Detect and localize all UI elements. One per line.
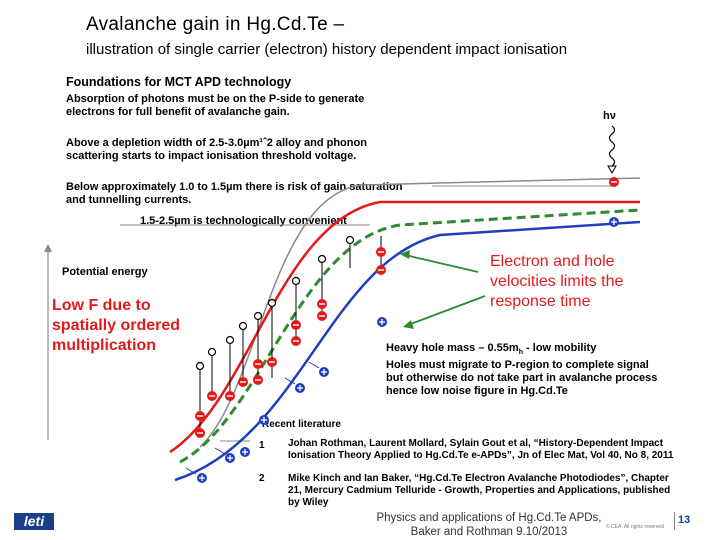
cascade-lines — [199, 236, 382, 430]
velocity-arrow-upper — [404, 254, 479, 273]
low-f-note: Low F due to spatially ordered multiplic… — [52, 297, 181, 354]
upper-band-edge — [199, 177, 641, 448]
heavy-hole-note: Heavy hole mass – 0.55mh - low mobility … — [386, 342, 658, 398]
energy-axis-arrowhead — [44, 244, 52, 252]
convenient-label: 1.5-2.5µm is technologically convenient — [140, 215, 347, 227]
copyright-note: © CEA. All rights reserved — [606, 524, 664, 530]
reference-2: Mike Kinch and Ian Baker, “Hg.Cd.Te Elec… — [288, 473, 671, 508]
red-electrons — [195, 177, 619, 438]
fermi-level — [179, 208, 641, 464]
footer-citation: Physics and applications of Hg.Cd.Te APD… — [376, 512, 602, 538]
recent-literature-heading: Recent literature — [262, 419, 341, 430]
plus-signs — [199, 219, 617, 481]
electron-markers — [195, 235, 355, 371]
ref-number: 2 — [259, 473, 265, 484]
minus-signs — [197, 181, 617, 434]
paragraph-saturation: Below approximately 1.0 to 1.5µm there i… — [66, 181, 403, 206]
velocity-arrow-lower — [407, 295, 486, 326]
photon-arrowhead — [607, 165, 617, 175]
velocity-arrowhead-lower — [403, 320, 414, 329]
photon-wave — [608, 125, 616, 167]
footer-divider — [674, 512, 675, 530]
electron-hole-note: Electron and hole velocities limits the … — [490, 253, 624, 310]
hv-label: hν — [603, 110, 616, 122]
potential-energy-label: Potential energy — [62, 266, 148, 278]
velocity-arrowhead-upper — [400, 250, 410, 259]
page-number: 13 — [678, 514, 691, 526]
paragraph-absorption: Absorption of photons must be on the P-s… — [66, 93, 365, 118]
hole-arrows — [185, 361, 320, 475]
reference-1: Johan Rothman, Laurent Mollard, Sylain G… — [288, 438, 674, 461]
paragraph-depletion: Above a depletion width of 2.5-3.0µm¹ˆ2 … — [66, 137, 367, 162]
section-heading: Foundations for MCT APD technology — [66, 75, 292, 89]
slide-title: Avalanche gain in Hg.Cd.Te – — [86, 14, 345, 35]
leti-logo: leti — [14, 513, 54, 530]
slide-subtitle: illustration of single carrier (electron… — [86, 41, 568, 58]
valence-band — [174, 220, 641, 482]
ref-number: 1 — [259, 440, 265, 451]
